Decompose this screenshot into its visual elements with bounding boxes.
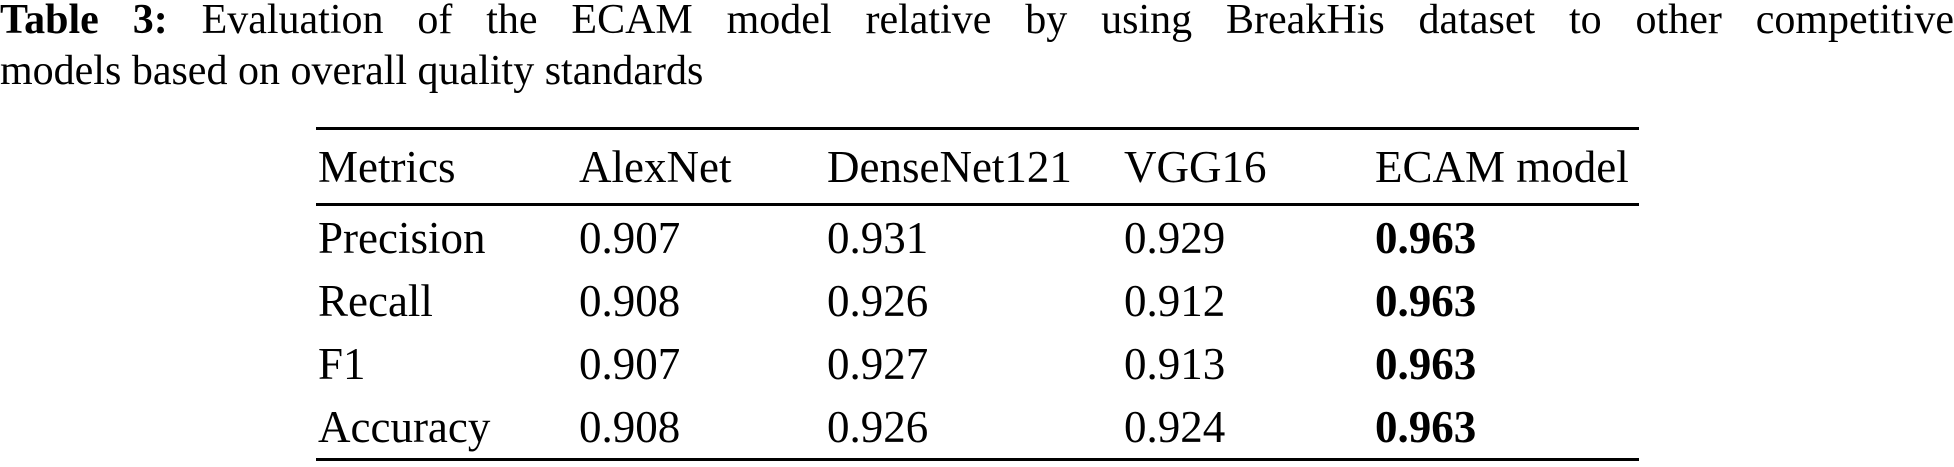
metric-cell: Precision <box>318 212 486 263</box>
column-header-ecam-model: ECAM model <box>1375 141 1629 192</box>
value-cell: 0.908 <box>579 401 681 452</box>
value-cell-emphasized: 0.963 <box>1375 401 1477 452</box>
value-cell: 0.929 <box>1124 212 1226 263</box>
caption-label: Table 3: <box>0 0 168 43</box>
table-caption: Table 3: Evaluation of the ECAM model re… <box>0 0 1954 97</box>
caption-line-1: Table 3: Evaluation of the ECAM model re… <box>0 0 1954 46</box>
table-row-f1: F1 0.907 0.927 0.913 0.963 <box>316 332 1639 395</box>
table-row-recall: Recall 0.908 0.926 0.912 0.963 <box>316 269 1639 332</box>
metric-cell: F1 <box>318 338 366 389</box>
metric-cell: Accuracy <box>318 401 491 452</box>
value-cell: 0.908 <box>579 275 681 326</box>
value-cell: 0.924 <box>1124 401 1226 452</box>
column-header-alexnet: AlexNet <box>579 141 732 192</box>
table-row-accuracy: Accuracy 0.908 0.926 0.924 0.963 <box>316 395 1639 460</box>
table-row-precision: Precision 0.907 0.931 0.929 0.963 <box>316 205 1639 270</box>
caption-text: Evaluation of the ECAM model relative by… <box>201 0 1954 43</box>
column-header-densenet121: DenseNet121 <box>827 141 1072 192</box>
value-cell: 0.912 <box>1124 275 1226 326</box>
value-cell: 0.926 <box>827 275 929 326</box>
value-cell: 0.926 <box>827 401 929 452</box>
value-cell: 0.931 <box>827 212 929 263</box>
value-cell-emphasized: 0.963 <box>1375 275 1477 326</box>
column-header-vgg16: VGG16 <box>1124 141 1267 192</box>
results-table-container: Metrics AlexNet DenseNet121 VGG16 ECAM m… <box>316 127 1639 461</box>
value-cell-emphasized: 0.963 <box>1375 212 1477 263</box>
value-cell: 0.913 <box>1124 338 1226 389</box>
value-cell: 0.907 <box>579 212 681 263</box>
value-cell: 0.907 <box>579 338 681 389</box>
value-cell-emphasized: 0.963 <box>1375 338 1477 389</box>
results-table: Metrics AlexNet DenseNet121 VGG16 ECAM m… <box>316 127 1639 461</box>
header-row: Metrics AlexNet DenseNet121 VGG16 ECAM m… <box>316 129 1639 205</box>
caption-line-2: models based on overall quality standard… <box>0 48 704 94</box>
value-cell: 0.927 <box>827 338 929 389</box>
metric-cell: Recall <box>318 275 433 326</box>
column-header-metrics: Metrics <box>318 141 456 192</box>
